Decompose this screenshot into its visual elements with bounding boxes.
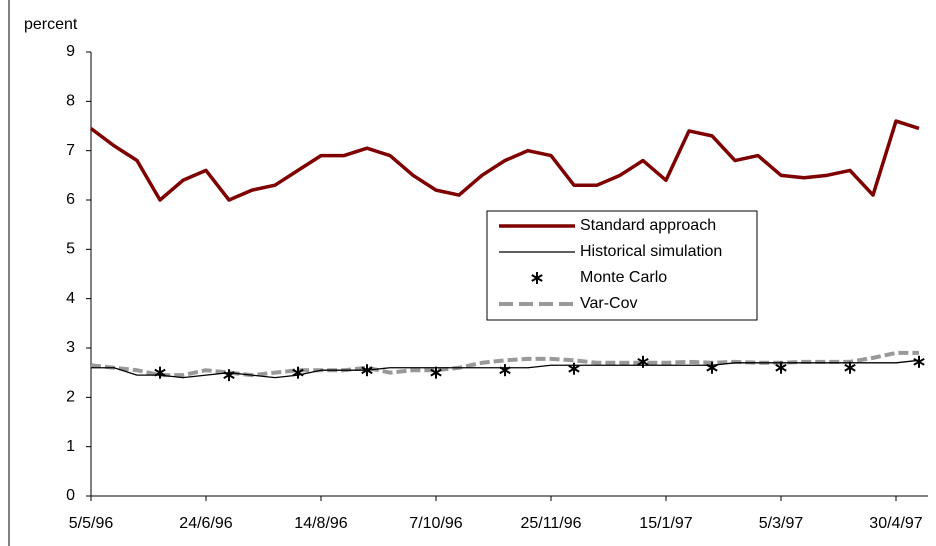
x-tick-label: 24/6/96 bbox=[179, 515, 232, 532]
marker-stroke bbox=[531, 274, 543, 282]
marker-stroke bbox=[292, 368, 304, 377]
legend-label: Historical simulation bbox=[580, 243, 722, 260]
x-tick-label: 5/5/96 bbox=[69, 515, 114, 532]
legend-box bbox=[486, 210, 758, 321]
y-tick-label: 7 bbox=[66, 142, 75, 159]
marker bbox=[154, 366, 166, 379]
legend-label: Monte Carlo bbox=[580, 269, 667, 286]
x-tick-label: 5/3/97 bbox=[759, 515, 804, 532]
legend-label: Var-Cov bbox=[580, 295, 638, 312]
marker bbox=[499, 364, 511, 377]
marker bbox=[430, 366, 442, 379]
marker-stroke bbox=[844, 363, 856, 372]
marker-stroke bbox=[637, 357, 649, 366]
marker bbox=[223, 369, 235, 382]
y-axis-label: percent bbox=[24, 16, 78, 33]
y-tick-label: 6 bbox=[66, 191, 75, 208]
y-tick-label: 4 bbox=[66, 290, 75, 307]
x-tick-label: 25/11/96 bbox=[520, 515, 581, 532]
marker bbox=[775, 361, 787, 374]
y-tick-label: 1 bbox=[66, 438, 75, 455]
marker-stroke bbox=[154, 368, 166, 377]
marker bbox=[844, 361, 856, 374]
x-tick-label: 14/8/96 bbox=[294, 515, 347, 532]
marker-stroke bbox=[913, 357, 925, 366]
x-tick-label: 30/4/97 bbox=[869, 515, 922, 532]
y-tick-label: 5 bbox=[66, 241, 75, 258]
marker bbox=[706, 361, 718, 374]
marker bbox=[531, 272, 543, 284]
marker bbox=[361, 364, 373, 377]
marker bbox=[637, 355, 649, 368]
marker-stroke bbox=[430, 368, 442, 377]
y-tick-label: 9 bbox=[66, 43, 75, 60]
marker-stroke bbox=[775, 363, 787, 372]
series-line bbox=[89, 119, 920, 202]
marker-stroke bbox=[568, 364, 580, 373]
marker bbox=[292, 366, 304, 379]
y-tick-label: 0 bbox=[66, 487, 75, 504]
marker-stroke bbox=[223, 371, 235, 380]
y-tick-label: 2 bbox=[66, 389, 75, 406]
x-tick-label: 15/1/97 bbox=[639, 515, 692, 532]
marker bbox=[913, 355, 925, 368]
marker bbox=[568, 362, 580, 375]
marker-stroke bbox=[361, 366, 373, 375]
y-tick-label: 8 bbox=[66, 93, 75, 110]
x-tick-label: 7/10/96 bbox=[409, 515, 462, 532]
legend-label: Standard approach bbox=[580, 217, 716, 234]
marker-stroke bbox=[706, 363, 718, 372]
y-tick-label: 3 bbox=[66, 339, 75, 356]
marker-stroke bbox=[499, 366, 511, 375]
